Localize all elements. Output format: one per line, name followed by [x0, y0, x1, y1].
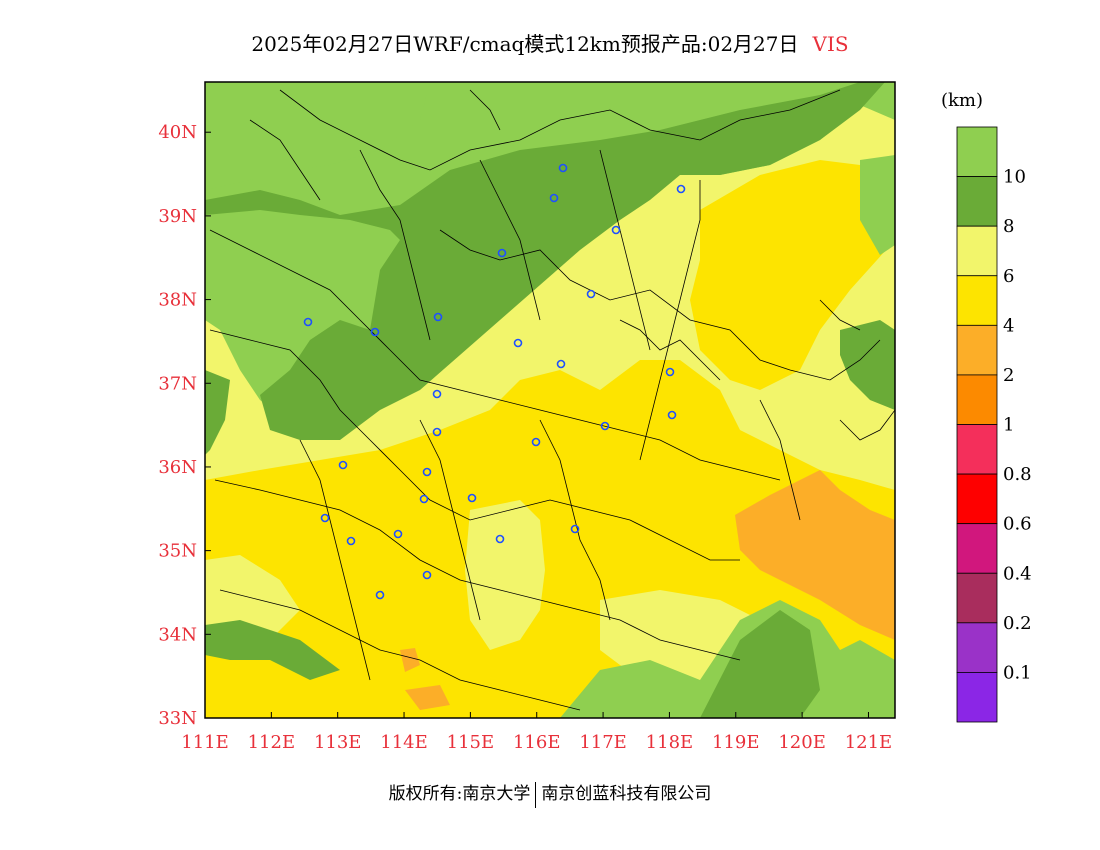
colorbar-swatch [956, 176, 998, 227]
colorbar-label: 0.8 [1003, 464, 1032, 485]
city-marker [393, 529, 403, 539]
city-marker [422, 570, 432, 580]
legend-unit: (km) [941, 90, 984, 111]
lon-label: 111E [181, 732, 229, 753]
colorbar-label: 8 [1003, 216, 1014, 237]
lon-label: 113E [314, 732, 362, 753]
city-marker [320, 513, 330, 523]
city-marker [600, 421, 610, 431]
map-title: 2025年02月27日WRF/cmaq模式12km预报产品:02月27日 VIS [0, 28, 1100, 57]
lat-label: 34N [158, 624, 197, 645]
lat-label: 37N [158, 373, 197, 394]
city-marker [586, 289, 596, 299]
city-marker [556, 359, 566, 369]
colorbar-label: 0.4 [1003, 563, 1032, 584]
map-fill [205, 82, 895, 718]
lon-label: 112E [248, 732, 296, 753]
city-marker [370, 327, 380, 337]
city-marker [419, 494, 429, 504]
city-marker [549, 193, 559, 203]
city-marker [495, 534, 505, 544]
colorbar-swatch [956, 672, 998, 723]
colorbar-label: 2 [1003, 365, 1014, 386]
colorbar-label: 10 [1003, 167, 1026, 188]
footer: 版权所有:南京大学 南京创蓝科技有限公司 [0, 779, 1100, 808]
footer-copyright: 版权所有:南京大学 [388, 784, 531, 804]
colorbar-swatch [956, 622, 998, 673]
city-marker [676, 184, 686, 194]
colorbar-swatch [956, 324, 998, 376]
lon-label: 116E [513, 732, 561, 753]
axis-labels: 111E 112E 113E 114E 115E 116E 117E 118E 119E 120E… [158, 122, 892, 753]
city-marker [513, 338, 523, 348]
colorbar-swatch [956, 126, 998, 177]
colorbar-label: 0.1 [1003, 662, 1032, 683]
colorbar-label: 6 [1003, 266, 1014, 287]
lon-label: 119E [712, 732, 760, 753]
colorbar-swatch [956, 572, 998, 624]
city-markers [303, 163, 686, 600]
colorbar-swatch [956, 523, 998, 574]
lon-label: 121E [845, 732, 893, 753]
colorbar-swatch [956, 374, 998, 425]
lon-label: 115E [447, 732, 495, 753]
city-marker [665, 367, 675, 377]
colorbar-swatch [956, 225, 998, 277]
city-marker [667, 410, 677, 420]
city-marker [375, 590, 385, 600]
lon-label: 120E [778, 732, 826, 753]
city-marker [570, 524, 580, 534]
lat-label: 35N [158, 541, 197, 562]
colorbar-label: 4 [1003, 315, 1014, 336]
colorbar-swatch [956, 424, 998, 475]
colorbar-label: 1 [1003, 415, 1014, 436]
city-marker [432, 389, 442, 399]
footer-separator [535, 781, 537, 808]
city-marker [303, 317, 313, 327]
lat-label: 39N [158, 206, 197, 227]
colorbar: 10 8 6 4 2 1 0.8 0.6 0.4 0.2 0.1 [956, 126, 1032, 723]
city-marker [497, 248, 507, 258]
lat-label: 36N [158, 457, 197, 478]
city-marker [611, 225, 621, 235]
title-text: 2025年02月27日WRF/cmaq模式12km预报产品:02月27日 [251, 32, 799, 56]
city-marker [346, 536, 356, 546]
city-marker [338, 460, 348, 470]
variable-label: VIS [812, 32, 849, 56]
lon-label: 117E [579, 732, 627, 753]
lat-label: 40N [158, 122, 197, 143]
colorbar-swatch [956, 473, 998, 525]
lat-label: 33N [158, 708, 197, 729]
lon-label: 118E [646, 732, 694, 753]
lat-label: 38N [158, 290, 197, 311]
city-marker [531, 437, 541, 447]
footer-company: 南京创蓝科技有限公司 [541, 784, 712, 804]
plot-frame [204, 81, 896, 719]
city-marker [432, 427, 442, 437]
colorbar-swatch [956, 275, 998, 326]
city-marker [422, 467, 432, 477]
colorbar-label: 0.6 [1003, 514, 1032, 535]
axis-ticks [204, 131, 869, 719]
lon-label: 114E [380, 732, 428, 753]
city-marker [558, 163, 568, 173]
city-marker [433, 312, 443, 322]
city-marker [467, 493, 477, 503]
colorbar-label: 0.2 [1003, 613, 1032, 634]
